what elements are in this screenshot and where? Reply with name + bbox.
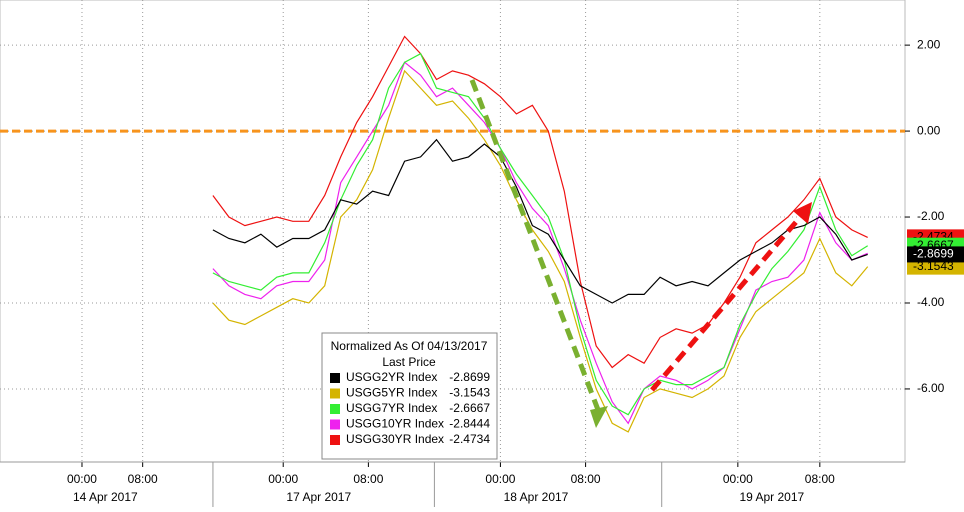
legend-title: Normalized As Of 04/13/2017 <box>331 339 488 353</box>
last-value-box <box>907 258 964 275</box>
red-arrow <box>650 213 804 392</box>
y-tick-label: 2.00 <box>917 37 941 51</box>
green-arrowhead <box>590 406 608 428</box>
legend-label: USGG30YR Index <box>346 432 444 446</box>
legend-swatch <box>330 435 340 445</box>
legend-value: -2.8699 <box>449 370 490 384</box>
legend-value: -2.8444 <box>449 417 490 431</box>
x-tick-label: 08:00 <box>805 472 835 486</box>
x-tick-label: 00:00 <box>723 472 753 486</box>
y-tick-label: 0.00 <box>917 123 941 137</box>
last-value-tag: -2.8699 <box>907 246 964 263</box>
legend-value: -2.6667 <box>449 401 490 415</box>
series-line <box>212 61 868 425</box>
legend: Normalized As Of 04/13/2017 Last Price U… <box>321 332 498 460</box>
series-line <box>212 52 869 416</box>
legend-box <box>321 332 498 460</box>
x-tick-label: 00:00 <box>268 472 298 486</box>
legend-value: -2.4734 <box>449 432 490 446</box>
legend-swatch <box>330 404 340 414</box>
x-tick-label: 08:00 <box>128 472 158 486</box>
date-label: 14 Apr 2017 <box>73 490 138 504</box>
x-tick-label: 00:00 <box>485 472 515 486</box>
series-line <box>212 69 869 433</box>
red-arrowhead <box>793 202 812 224</box>
y-tick-label: -4.00 <box>917 295 945 309</box>
legend-swatch <box>330 373 340 383</box>
x-tick-label: 00:00 <box>67 472 97 486</box>
x-tick-label: 08:00 <box>353 472 383 486</box>
x-tick-label: 08:00 <box>571 472 601 486</box>
legend-label: USGG2YR Index <box>346 370 437 384</box>
y-tick-label: -2.00 <box>917 209 945 223</box>
date-label: 19 Apr 2017 <box>739 490 804 504</box>
legend-label: USGG7YR Index <box>346 401 437 415</box>
date-label: 18 Apr 2017 <box>504 490 569 504</box>
series-line <box>212 35 868 369</box>
axes: 2.00 0.00 -2.00 -4.00 -6.00 00:00 08:00 00:00 08… <box>0 37 964 507</box>
last-value-box <box>907 246 964 263</box>
legend-value: -3.1543 <box>449 386 490 400</box>
lines <box>0 35 905 433</box>
last-value-label: -2.8699 <box>913 247 954 261</box>
series-line <box>212 138 868 304</box>
legend-subtitle: Last Price <box>382 355 436 369</box>
date-label: 17 Apr 2017 <box>286 490 351 504</box>
legend-label: USGG5YR Index <box>346 386 437 400</box>
legend-label: USGG10YR Index <box>346 417 444 431</box>
y-tick-label: -6.00 <box>917 381 945 395</box>
legend-rows: USGG2YR Index -2.8699 USGG5YR Index -3.1543… <box>330 370 490 446</box>
green-arrow <box>469 79 603 416</box>
legend-swatch <box>330 388 340 399</box>
legend-swatch <box>330 419 340 430</box>
